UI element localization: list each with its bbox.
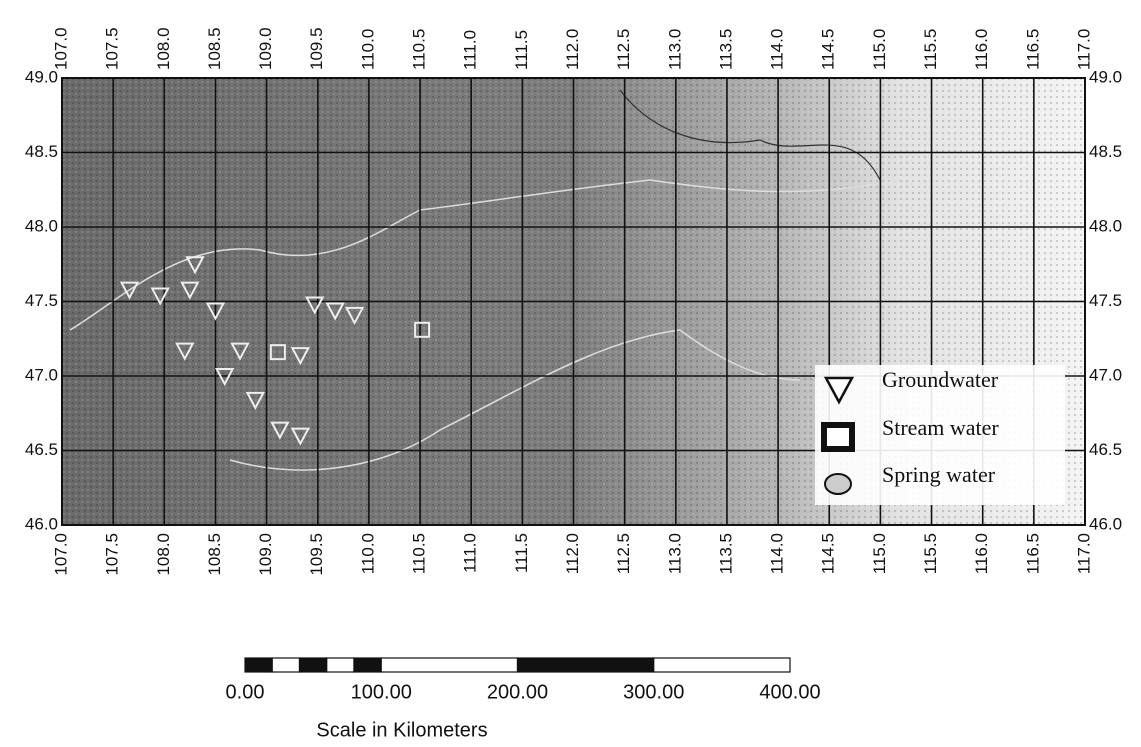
lat-label-left: 46.0	[25, 514, 58, 533]
scale-bar: 0.00 100.00 200.00 300.00 400.00	[226, 658, 821, 703]
lon-label-top: 109.0	[256, 27, 275, 70]
lon-label-bottom: 115.0	[870, 533, 889, 574]
lon-label-top: 108.0	[154, 27, 173, 70]
legend-label: Stream water	[882, 415, 999, 440]
lon-label-bottom: 112.0	[563, 533, 582, 574]
lon-label-bottom: 107.5	[103, 533, 122, 576]
scale-segment	[354, 658, 381, 672]
scale-segment	[518, 658, 654, 672]
lon-label-top: 115.5	[921, 29, 940, 70]
scale-segment	[381, 658, 517, 672]
lon-label-top: 108.5	[205, 27, 224, 70]
lon-label-bottom: 116.0	[972, 533, 991, 574]
lon-label-bottom: 111.5	[512, 533, 531, 573]
scale-segment	[245, 658, 272, 672]
legend-label: Spring water	[882, 462, 996, 487]
lon-label-bottom: 113.5	[716, 533, 735, 574]
lat-label-left: 46.5	[25, 440, 58, 459]
scale-segment	[300, 658, 327, 672]
lon-label-bottom: 117.0	[1074, 533, 1093, 574]
lon-label-top: 113.0	[665, 29, 684, 70]
scale-label: 100.00	[351, 681, 412, 703]
lon-label-top: 117.0	[1074, 29, 1093, 70]
lon-label-top: 111.0	[461, 30, 480, 70]
lon-label-top: 112.0	[563, 29, 582, 70]
lon-label-bottom: 111.0	[461, 533, 480, 573]
scale-label: 400.00	[759, 681, 820, 703]
lon-label-bottom: 113.0	[665, 533, 684, 574]
lon-label-top: 109.5	[307, 27, 326, 70]
scale-label: 0.00	[226, 681, 265, 703]
legend: Groundwater Stream water Spring water	[815, 365, 1065, 505]
lon-label-top: 114.0	[768, 29, 787, 70]
scale-label: 300.00	[623, 681, 684, 703]
lon-label-top: 116.0	[972, 29, 991, 70]
legend-label: Groundwater	[882, 367, 999, 392]
lon-label-bottom: 108.5	[205, 533, 224, 576]
scale-segment	[327, 658, 354, 672]
lon-label-top: 116.5	[1023, 29, 1042, 70]
lon-label-bottom: 114.5	[819, 533, 838, 574]
lat-label-right: 47.5	[1089, 291, 1122, 310]
lat-label-left: 47.5	[25, 291, 58, 310]
lon-label-bottom: 115.5	[921, 533, 940, 574]
lon-label-top: 112.5	[614, 29, 633, 70]
lat-label-right: 48.5	[1089, 142, 1122, 161]
lon-label-bottom: 107.0	[51, 533, 70, 576]
legend-square	[824, 425, 852, 449]
lat-label-right: 46.5	[1089, 440, 1122, 459]
lon-label-top: 107.0	[51, 27, 70, 70]
lon-label-top: 115.0	[870, 29, 889, 70]
scale-label: 200.00	[487, 681, 548, 703]
lat-label-right: 46.0	[1089, 514, 1122, 533]
lon-label-bottom: 116.5	[1023, 533, 1042, 574]
map-figure: Groundwater Stream water Spring water 0.…	[0, 0, 1141, 747]
legend-oval	[825, 474, 851, 494]
lat-label-right: 48.0	[1089, 216, 1122, 235]
lat-label-left: 48.5	[25, 142, 58, 161]
lon-label-top: 110.0	[358, 29, 377, 70]
lon-label-bottom: 108.0	[154, 533, 173, 576]
lon-label-bottom: 110.5	[410, 533, 429, 574]
lat-label-right: 49.0	[1089, 67, 1122, 86]
scale-segment	[654, 658, 790, 672]
lat-label-left: 47.0	[25, 365, 58, 384]
lon-label-top: 113.5	[716, 29, 735, 70]
lat-label-left: 49.0	[25, 67, 58, 86]
lon-label-bottom: 109.0	[256, 533, 275, 576]
lon-label-bottom: 112.5	[614, 533, 633, 574]
lon-label-bottom: 110.0	[358, 533, 377, 574]
lon-label-top: 107.5	[103, 27, 122, 70]
lon-label-bottom: 114.0	[768, 533, 787, 574]
lon-label-top: 114.5	[819, 29, 838, 70]
scale-caption: Scale in Kilometers	[316, 719, 487, 741]
scale-segment	[272, 658, 299, 672]
lon-label-top: 110.5	[410, 29, 429, 70]
lon-label-bottom: 109.5	[307, 533, 326, 576]
page: {"map": { "xlim": [107, 117], "ylim": [4…	[0, 0, 1141, 747]
lon-label-top: 111.5	[512, 30, 531, 70]
lat-label-left: 48.0	[25, 216, 58, 235]
lat-label-right: 47.0	[1089, 365, 1122, 384]
